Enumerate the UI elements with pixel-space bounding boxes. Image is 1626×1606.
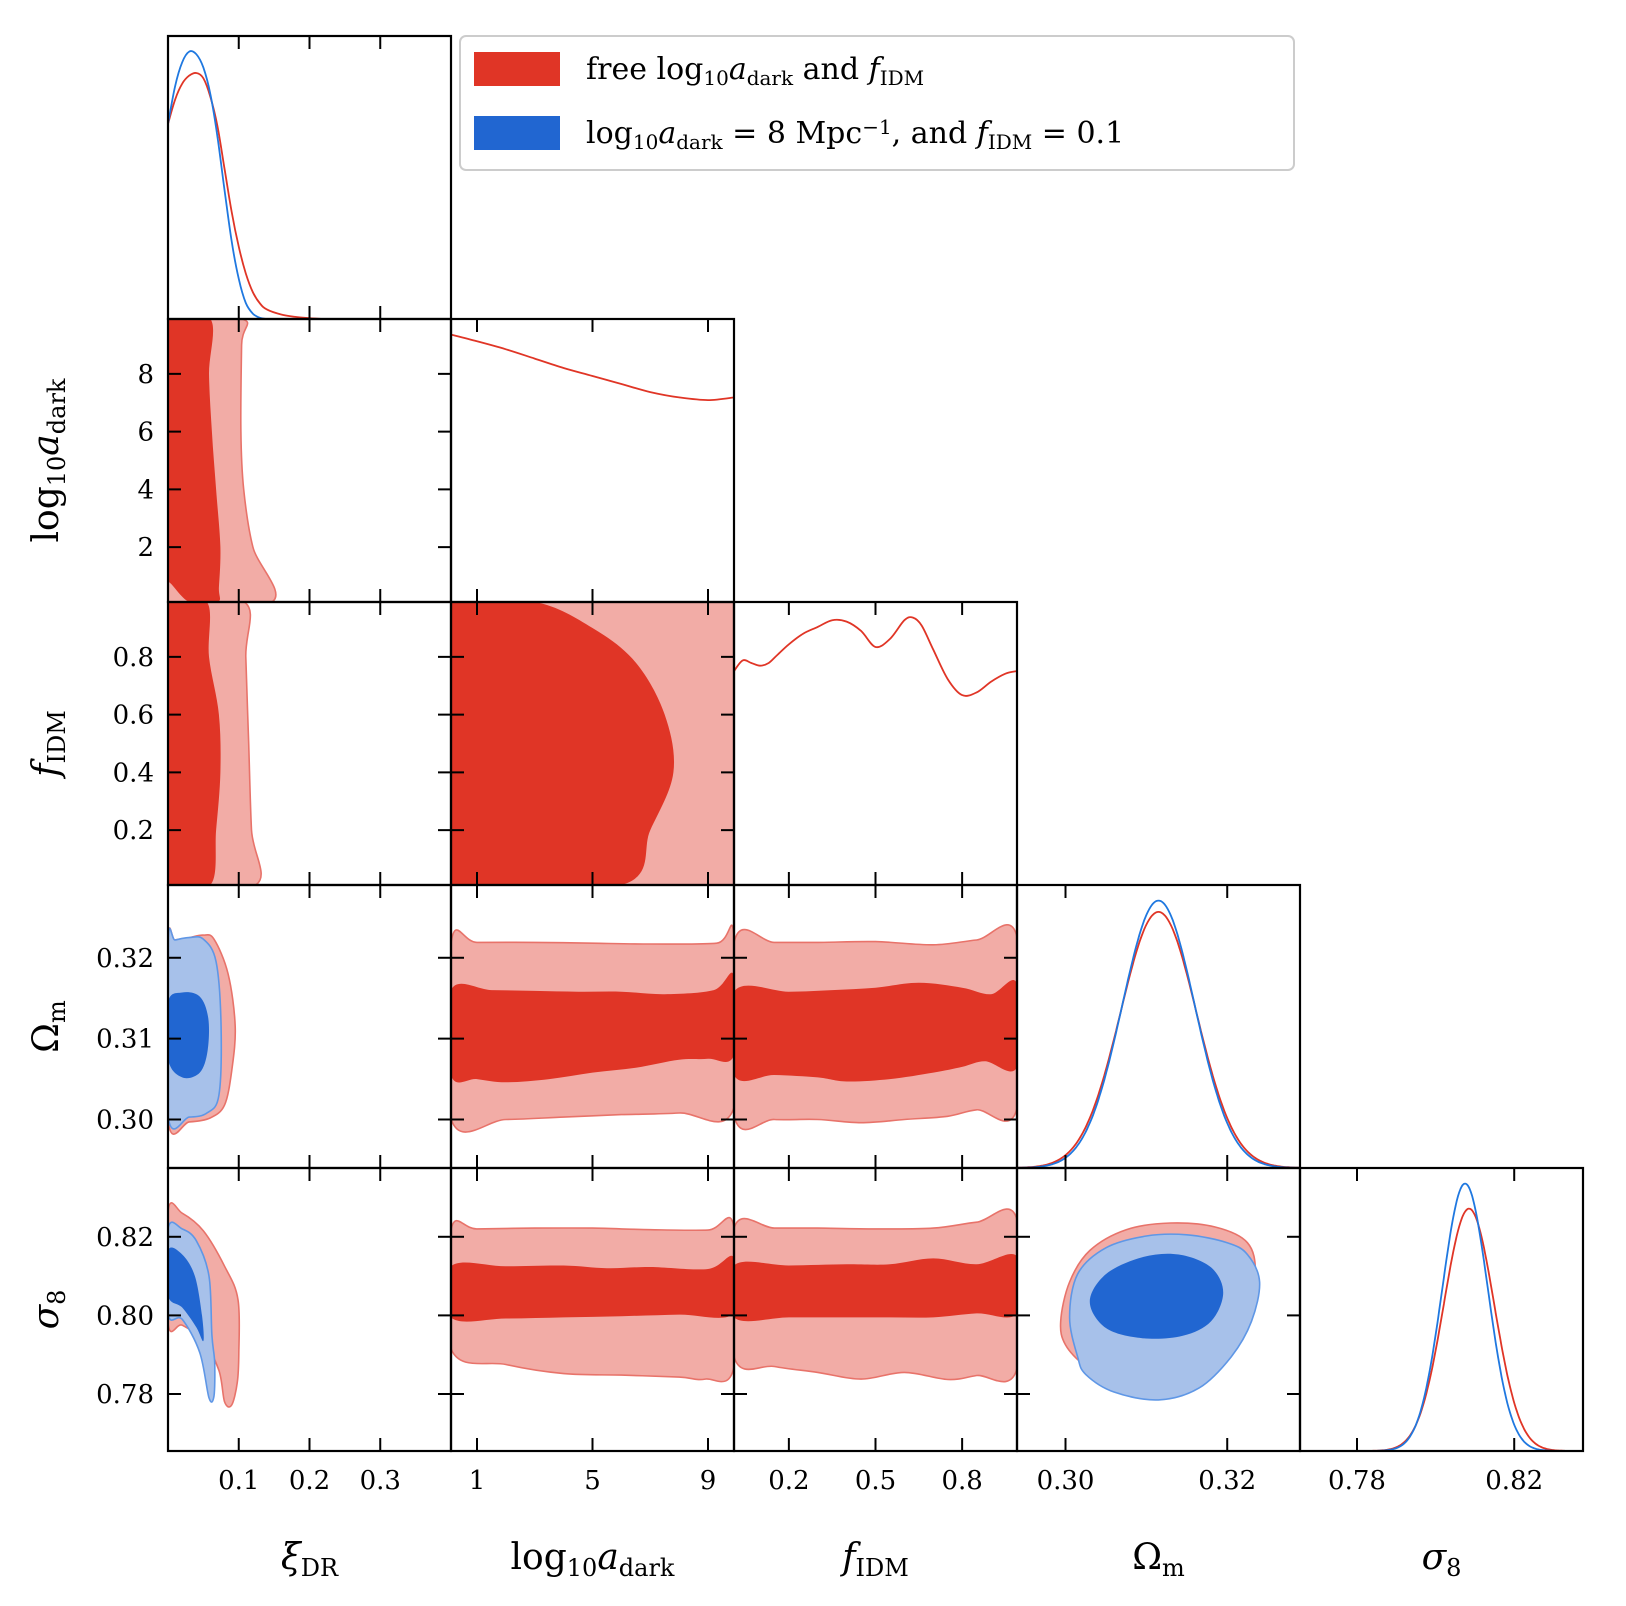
x-tick-label-Omega_m: 0.32 xyxy=(1198,1466,1256,1496)
legend-box xyxy=(459,35,1295,171)
x-tick-label-log10_adark: 5 xyxy=(584,1466,601,1496)
contour-xi_DR-f_IDM-series-0 xyxy=(168,602,262,885)
contour-inner xyxy=(734,1254,1017,1322)
contour-inner xyxy=(168,602,221,885)
panel-frame-2-2 xyxy=(732,600,1019,887)
legend-swatch-series-0 xyxy=(474,52,560,86)
marginal-line-series-0 xyxy=(451,333,734,402)
y-tick-label-f_IDM: 0.4 xyxy=(113,758,154,788)
contour-log10_adark-f_IDM-series-0 xyxy=(451,602,734,885)
panel-frame-3-3 xyxy=(1015,883,1302,1170)
legend-label-series-0: free log10adark and fIDM xyxy=(586,52,924,90)
y-tick-label-f_IDM: 0.8 xyxy=(113,643,154,673)
x-axis-label-f_IDM: fIDM xyxy=(839,1537,909,1582)
y-tick-label-f_IDM: 0.6 xyxy=(113,701,154,731)
y-axis-label-log10_adark: log10adark xyxy=(26,378,71,542)
panel-frame-4-4 xyxy=(1298,1166,1585,1453)
contour-inner xyxy=(451,972,734,1083)
contour-log10_adark-sigma8-series-0 xyxy=(451,1216,734,1383)
y-tick-label-log10_adark: 2 xyxy=(137,533,154,563)
panel-frame-0-0 xyxy=(166,34,453,321)
marginal-line-series-0 xyxy=(734,616,1017,697)
x-axis-label-xi_DR: ξDR xyxy=(281,1537,339,1582)
y-axis-label-f_IDM: fIDM xyxy=(26,710,71,780)
legend: free log10adark and fIDM log10adark = 8 M… xyxy=(459,35,1295,171)
panel-frame-1-1 xyxy=(449,317,736,604)
x-tick-label-f_IDM: 0.5 xyxy=(855,1466,896,1496)
x-axis-label-sigma8: σ8 xyxy=(1422,1537,1462,1582)
y-tick-label-Omega_m: 0.31 xyxy=(96,1025,154,1055)
x-tick-label-f_IDM: 0.2 xyxy=(768,1466,809,1496)
x-tick-label-log10_adark: 1 xyxy=(469,1466,486,1496)
x-axis-label-log10_adark: log10adark xyxy=(511,1537,675,1582)
contour-inner xyxy=(168,1247,204,1342)
y-tick-label-f_IDM: 0.2 xyxy=(113,816,154,846)
contour-inner xyxy=(451,1255,734,1322)
y-axis-label-sigma8: σ8 xyxy=(26,1290,71,1330)
contour-fills xyxy=(168,319,1261,1408)
marginal-f_IDM xyxy=(734,616,1017,697)
x-tick-label-sigma8: 0.78 xyxy=(1328,1466,1386,1496)
contour-log10_adark-Omega_m-series-0 xyxy=(451,924,734,1133)
marginal-line-series-1 xyxy=(1017,899,1300,1168)
y-tick-label-sigma8: 0.80 xyxy=(96,1301,154,1331)
y-tick-label-log10_adark: 8 xyxy=(137,360,154,390)
marginal-line-series-0 xyxy=(1300,1207,1583,1451)
x-tick-label-xi_DR: 0.3 xyxy=(360,1466,401,1496)
contour-inner xyxy=(734,980,1017,1082)
marginal-Omega_m xyxy=(1017,899,1300,1168)
contour-inner xyxy=(168,319,221,602)
contour-inner xyxy=(168,992,210,1079)
y-tick-label-log10_adark: 4 xyxy=(137,475,154,505)
marginal-log10_adark xyxy=(451,333,734,402)
x-tick-label-sigma8: 0.82 xyxy=(1485,1466,1543,1496)
marginal-xi_DR xyxy=(168,50,324,319)
legend-swatch-series-1 xyxy=(474,116,560,150)
contour-xi_DR-log10_adark-series-0 xyxy=(168,319,277,602)
x-axis-label-Omega_m: Ωm xyxy=(1132,1537,1185,1582)
y-axis-label-Omega_m: Ωm xyxy=(26,1000,71,1053)
marginal-line-series-1 xyxy=(1300,1182,1583,1451)
x-tick-label-xi_DR: 0.1 xyxy=(218,1466,259,1496)
contour-xi_DR-Omega_m-series-1 xyxy=(168,927,223,1130)
contour-Omega_m-sigma8-series-1 xyxy=(1068,1233,1261,1401)
x-tick-label-Omega_m: 0.30 xyxy=(1037,1466,1095,1496)
x-tick-label-xi_DR: 0.2 xyxy=(289,1466,330,1496)
x-tick-label-f_IDM: 0.8 xyxy=(941,1466,982,1496)
marginal-line-series-1 xyxy=(168,50,268,319)
y-tick-label-log10_adark: 6 xyxy=(137,418,154,448)
y-tick-label-sigma8: 0.78 xyxy=(96,1380,154,1410)
axis-ticks xyxy=(168,36,1516,1451)
contour-xi_DR-sigma8-series-1 xyxy=(168,1221,216,1403)
legend-label-series-1: log10adark = 8 Mpc−1, and fIDM = 0.1 xyxy=(586,115,1124,154)
y-tick-label-Omega_m: 0.30 xyxy=(96,1105,154,1135)
y-tick-label-sigma8: 0.82 xyxy=(96,1223,154,1253)
marginal-line-series-0 xyxy=(1017,910,1300,1168)
y-tick-label-Omega_m: 0.32 xyxy=(96,944,154,974)
contour-f_IDM-sigma8-series-0 xyxy=(734,1208,1017,1383)
marginal-lines xyxy=(168,50,1583,1451)
marginal-line-series-0 xyxy=(168,72,324,319)
marginal-sigma8 xyxy=(1300,1182,1583,1451)
contour-inner xyxy=(1089,1253,1224,1339)
x-tick-label-log10_adark: 9 xyxy=(700,1466,717,1496)
contour-f_IDM-Omega_m-series-0 xyxy=(734,924,1017,1131)
contour-inner xyxy=(451,602,674,885)
